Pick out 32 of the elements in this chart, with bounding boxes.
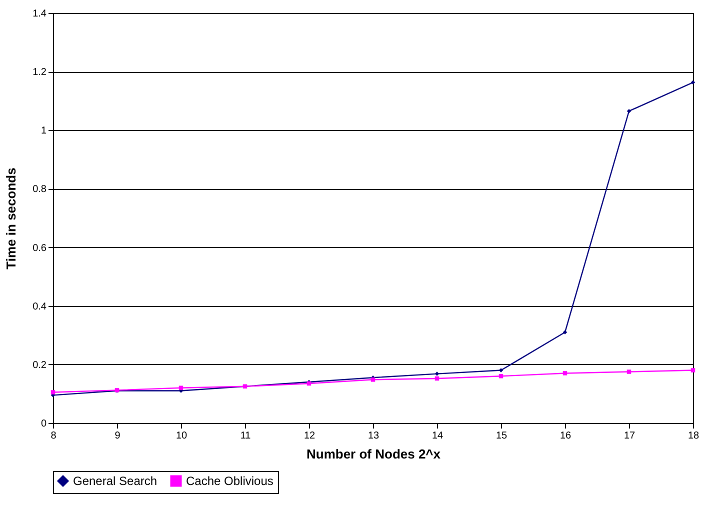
x-axis-title: Number of Nodes 2^x: [306, 446, 442, 462]
x-tick-label: 11: [240, 430, 252, 442]
point: [690, 80, 696, 85]
point: [626, 370, 632, 374]
legend-label: General Search: [73, 474, 158, 488]
point: [498, 374, 504, 378]
x-tick-label: 15: [496, 430, 508, 442]
x-tick-label: 17: [624, 430, 636, 442]
point: [178, 386, 184, 390]
x-tick-label: 8: [50, 430, 57, 442]
y-tick-label: 1.2: [32, 67, 47, 78]
point: [562, 371, 568, 376]
x-tick-label: 16: [560, 430, 572, 442]
x-tick-label: 9: [114, 430, 121, 442]
point: [50, 390, 56, 394]
y-tick-label: 0.8: [32, 184, 47, 196]
x-tick-label: 10: [176, 430, 188, 442]
y-tick-label: 1.4: [32, 8, 47, 20]
y-tick-label: 0.2: [32, 360, 47, 371]
x-tick-label: 18: [688, 430, 700, 442]
legend-label: Cache Oblivious: [186, 474, 274, 488]
x-tick-label: 14: [432, 430, 444, 442]
y-tick-label: 1: [40, 126, 47, 137]
y-tick-label: 0.4: [32, 301, 47, 312]
y-axis-title: Time in seconds: [4, 168, 19, 270]
point: [626, 108, 632, 114]
y-tick-label: 0: [40, 418, 47, 430]
point: [690, 368, 696, 372]
point: [370, 378, 376, 382]
y-tick-label: 0.6: [32, 242, 47, 254]
x-tick-label: 13: [368, 430, 380, 442]
x-tick-label: 12: [304, 430, 316, 442]
